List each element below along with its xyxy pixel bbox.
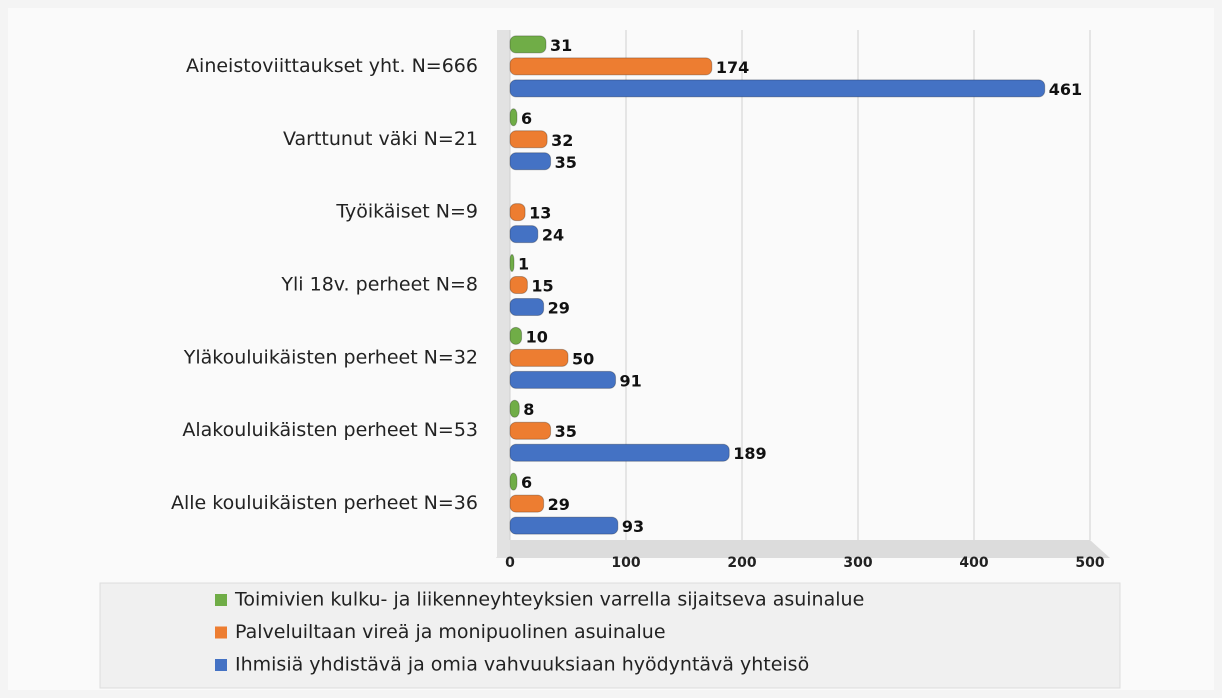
value-label: 6	[521, 473, 532, 492]
x-tick-label: 300	[843, 555, 872, 571]
bar	[509, 421, 552, 440]
bar	[509, 203, 526, 222]
value-label: 50	[572, 349, 594, 368]
bar	[509, 79, 1046, 98]
value-label: 1	[518, 255, 529, 274]
legend-swatch	[215, 659, 227, 671]
value-label: 29	[548, 495, 570, 514]
value-label: 35	[555, 422, 577, 441]
value-label: 15	[531, 277, 553, 296]
legend-label: Toimivien kulku- ja liikenneyhteyksien v…	[234, 589, 864, 611]
x-tick-label: 400	[959, 555, 988, 571]
side-wall	[497, 30, 510, 558]
value-label: 8	[523, 400, 534, 419]
value-label: 13	[529, 204, 551, 223]
bar	[509, 443, 730, 462]
bar	[509, 108, 518, 127]
bar	[509, 276, 528, 294]
category-label: Varttunut väki N=21	[283, 128, 478, 150]
value-label: 10	[526, 327, 548, 346]
bar	[509, 130, 548, 149]
category-label: Alle kouluikäisten perheet N=36	[171, 492, 478, 514]
bar	[509, 326, 523, 345]
x-tick-label: 0	[505, 555, 515, 571]
bar	[509, 516, 619, 535]
legend-label: Palveluiltaan vireä ja monipuolinen asui…	[235, 621, 666, 643]
x-tick-label: 200	[727, 555, 756, 571]
value-label: 461	[1049, 80, 1082, 99]
value-label: 31	[550, 36, 572, 55]
value-label: 174	[716, 58, 749, 77]
bar	[509, 472, 518, 491]
value-label: 32	[551, 131, 573, 150]
panel	[8, 8, 1214, 690]
bar	[509, 494, 545, 513]
bar	[509, 225, 539, 244]
value-label: 91	[620, 371, 642, 390]
floor	[496, 540, 1110, 558]
value-label: 29	[548, 299, 570, 318]
bar	[509, 57, 713, 76]
bar	[509, 298, 545, 316]
x-tick-label: 100	[611, 555, 640, 571]
category-label: Työikäiset N=9	[335, 201, 478, 223]
category-label: Yli 18v. perheet N=8	[280, 274, 478, 296]
category-label: Yläkouluikäisten perheet N=32	[183, 346, 478, 368]
bar	[509, 370, 617, 389]
value-label: 93	[622, 517, 644, 536]
legend-swatch	[215, 626, 227, 639]
value-label: 189	[733, 444, 766, 463]
value-label: 24	[542, 226, 564, 245]
legend-label: Ihmisiä yhdistävä ja omia vahvuuksiaan h…	[235, 654, 809, 676]
bar	[509, 399, 520, 418]
value-label: 35	[555, 153, 577, 172]
bar	[509, 35, 547, 54]
category-label: Alakouluikäisten perheet N=53	[182, 419, 478, 441]
legend-box	[99, 582, 1121, 689]
category-label: Aineistoviittaukset yht. N=666	[186, 55, 478, 77]
bar	[509, 348, 569, 367]
value-label: 6	[521, 109, 532, 128]
bar	[509, 254, 515, 272]
bar	[509, 152, 552, 171]
x-tick-label: 500	[1075, 555, 1104, 571]
legend-swatch	[215, 594, 227, 606]
